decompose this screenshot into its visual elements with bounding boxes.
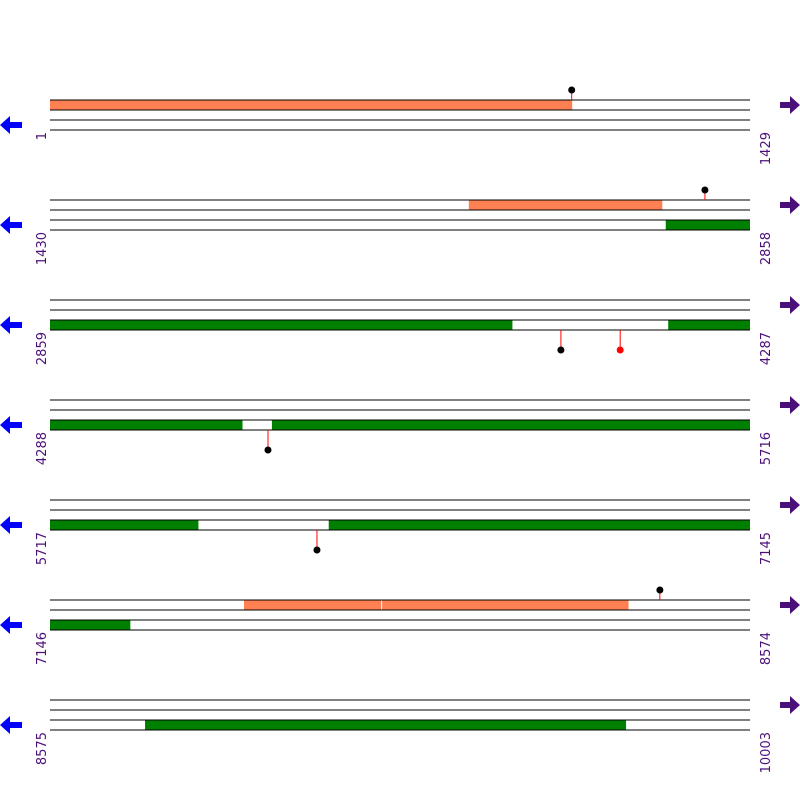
start-label: 1430 [35,232,50,265]
start-label: 4288 [35,432,50,465]
feature [50,320,513,330]
forward-arrow [780,696,800,714]
sequence-row: 2859 4287 [0,296,800,365]
end-label: 5716 [759,432,774,465]
forward-arrow [780,196,800,214]
end-label: 7145 [759,532,774,565]
pin [616,346,624,354]
pin [313,546,321,554]
pin [568,86,576,94]
reverse-arrow [0,516,22,534]
end-label: 4287 [759,332,774,365]
feature [50,520,199,530]
sequence-row: 1430 2858 [0,186,800,265]
forward-arrow [780,596,800,614]
forward-arrow [780,96,800,114]
forward-arrow [780,396,800,414]
reverse-arrow [0,716,22,734]
feature [145,720,627,730]
feature [328,520,750,530]
sequence-row: 8575 10003 [0,696,800,773]
forward-arrow [780,296,800,314]
start-label: 2859 [35,332,50,365]
reverse-arrow [0,416,22,434]
pin [656,586,664,594]
feature [382,600,629,610]
pin [701,186,709,194]
reverse-arrow [0,316,22,334]
end-label: 10003 [759,732,774,773]
end-label: 8574 [759,632,774,665]
start-label: 1 [35,132,50,140]
sequence-row: 7146 8574 [0,586,800,665]
feature [50,620,131,630]
feature [243,600,382,610]
feature [271,420,750,430]
sequence-row: 5717 7145 [0,496,800,565]
start-label: 8575 [35,732,50,765]
reverse-arrow [0,616,22,634]
start-label: 7146 [35,632,50,665]
feature [668,320,750,330]
end-label: 1429 [759,132,774,165]
sequence-row: 4288 5716 [0,396,800,465]
forward-arrow [780,496,800,514]
reverse-arrow [0,116,22,134]
end-label: 2858 [759,232,774,265]
sequence-row: 1 1429 [0,86,800,165]
pin [264,446,272,454]
feature [468,200,663,210]
feature [50,100,573,110]
feature [665,220,750,230]
start-label: 5717 [35,532,50,565]
pin [557,346,565,354]
feature [50,420,243,430]
reverse-arrow [0,216,22,234]
